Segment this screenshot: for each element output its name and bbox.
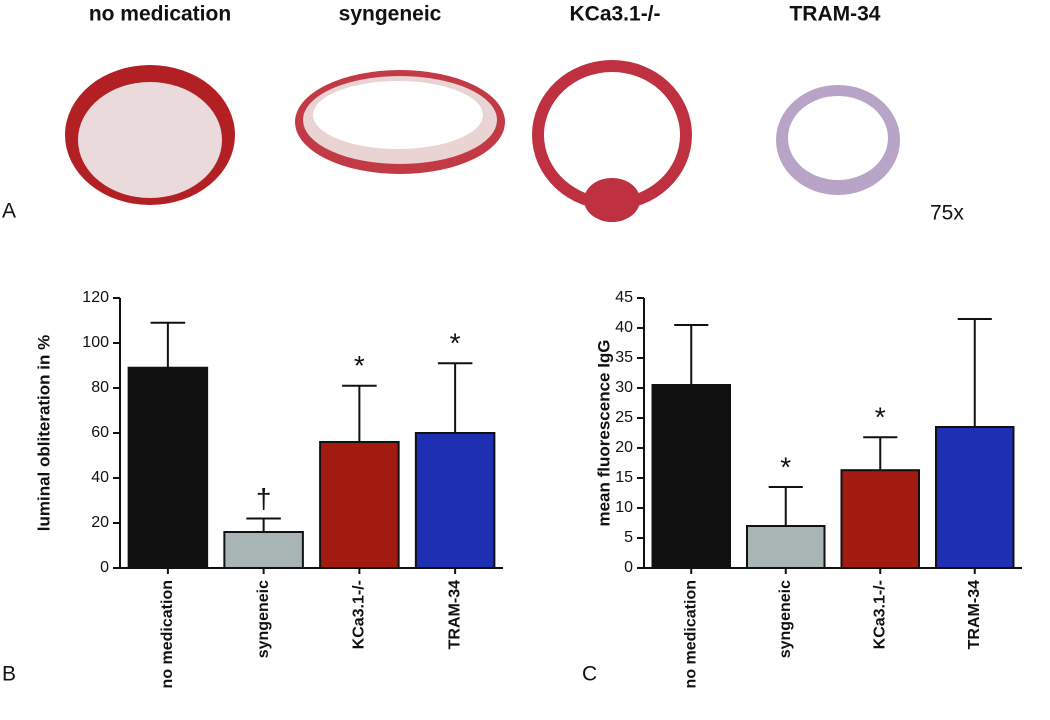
image-caption: TRAM-34 — [789, 3, 880, 26]
annotation: * — [780, 451, 791, 482]
bar — [651, 384, 731, 569]
bar — [127, 366, 209, 569]
y-tick-label: 120 — [82, 289, 109, 306]
x-tick-label: TRAM-34 — [966, 580, 983, 649]
image-caption: syngeneic — [339, 3, 442, 26]
x-tick-label: KCa3.1-/- — [351, 580, 368, 649]
y-tick-label: 10 — [615, 499, 633, 516]
bar — [935, 426, 1015, 569]
image-caption: no medication — [89, 3, 231, 26]
x-tick-label: no medication — [682, 580, 699, 688]
magnification: 75x — [930, 202, 964, 225]
y-tick-label: 25 — [615, 409, 633, 426]
y-tick-label: 30 — [615, 379, 633, 396]
panel-label: B — [2, 663, 16, 686]
y-tick-label: 15 — [615, 469, 633, 486]
y-tick-label: 40 — [91, 469, 109, 486]
image-caption: KCa3.1-/- — [569, 3, 660, 26]
section-image — [313, 81, 483, 149]
y-tick-label: 35 — [615, 349, 633, 366]
annotation: * — [875, 402, 886, 433]
annotation: * — [354, 350, 365, 381]
y-axis-title: luminal obliteration in % — [34, 335, 53, 531]
y-tick-label: 5 — [624, 529, 633, 546]
x-tick-label: no medication — [159, 580, 176, 688]
section-image — [788, 96, 888, 180]
y-tick-label: 100 — [82, 334, 109, 351]
bar — [414, 432, 496, 569]
x-tick-label: KCa3.1-/- — [871, 580, 888, 649]
section-images — [65, 60, 900, 222]
annotation: † — [256, 483, 272, 514]
bar — [746, 525, 826, 569]
annotation: * — [450, 328, 461, 359]
y-tick-label: 45 — [615, 289, 633, 306]
bar — [319, 441, 400, 569]
y-tick-label: 80 — [91, 379, 109, 396]
y-tick-label: 0 — [100, 559, 109, 576]
y-tick-label: 0 — [624, 559, 633, 576]
y-tick-label: 60 — [91, 424, 109, 441]
y-tick-label: 40 — [615, 319, 633, 336]
section-image — [78, 82, 222, 198]
y-axis-title: mean fluorescence IgG — [594, 339, 613, 526]
panel-label: C — [582, 663, 597, 686]
section-image — [544, 72, 680, 198]
x-tick-label: syngeneic — [255, 580, 272, 658]
bar — [840, 469, 920, 570]
section-image — [584, 178, 640, 222]
y-tick-label: 20 — [91, 514, 109, 531]
x-tick-label: syngeneic — [777, 580, 794, 658]
bar — [223, 531, 304, 569]
x-tick-label: TRAM-34 — [446, 580, 463, 649]
panel-label: A — [2, 200, 16, 223]
y-tick-label: 20 — [615, 439, 633, 456]
